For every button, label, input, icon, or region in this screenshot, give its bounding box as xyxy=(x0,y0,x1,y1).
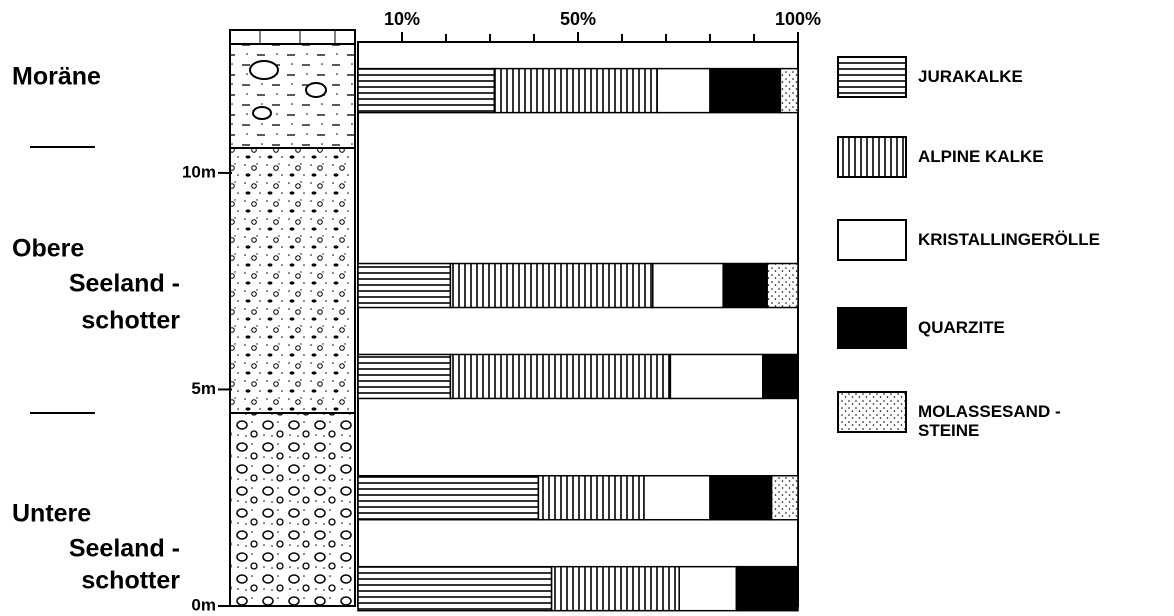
page: 10% 50% 100% 0m 5m 10m Moräne Obere Seeland - sch… xyxy=(0,0,1174,616)
bar-segment xyxy=(670,354,762,398)
unit-label: schotter xyxy=(81,307,180,335)
bar-segment xyxy=(710,69,780,113)
bar-segment xyxy=(736,567,798,611)
legend-label: MOLASSESAND - STEINE xyxy=(918,402,1088,440)
unit-label: Seeland - xyxy=(69,270,180,298)
bar-segment xyxy=(358,69,494,113)
bar-segment xyxy=(450,354,670,398)
unit-label: schotter xyxy=(81,567,180,595)
legend-swatch xyxy=(838,220,906,260)
bar-segment xyxy=(763,354,798,398)
x-tick-label: 50% xyxy=(560,9,596,29)
legend-swatch xyxy=(838,308,906,348)
y-tick-label: 0m xyxy=(191,595,216,614)
bar-segment xyxy=(538,476,644,520)
bar-segment xyxy=(358,354,450,398)
unit-label: Obere xyxy=(12,235,84,263)
bar-segment xyxy=(494,69,657,113)
bar-segment xyxy=(767,264,798,308)
legend-label: KRISTALLINGERÖLLE xyxy=(918,230,1088,249)
bar-segment xyxy=(653,264,723,308)
bar-segment xyxy=(358,567,552,611)
bar-segment xyxy=(780,69,798,113)
bar-segment xyxy=(358,264,450,308)
legend-swatch xyxy=(838,137,906,177)
bar-segment xyxy=(679,567,736,611)
geologic-column xyxy=(230,30,355,606)
unit-label: Untere xyxy=(12,500,91,528)
bar-segment xyxy=(644,476,710,520)
plot-frame xyxy=(358,42,798,606)
bar-segment xyxy=(772,476,798,520)
chart: 10% 50% 100% 0m 5m 10m Moräne Obere Seeland - sch… xyxy=(0,0,1174,616)
bar-segment xyxy=(723,264,767,308)
legend-label: QUARZITE xyxy=(918,318,1088,337)
legend-swatch xyxy=(838,392,906,432)
bar-segment xyxy=(710,476,772,520)
legend-label: ALPINE KALKE xyxy=(918,147,1088,166)
legend-swatch xyxy=(838,57,906,97)
bar-segment xyxy=(358,476,538,520)
x-tick-label: 10% xyxy=(384,9,420,29)
bar-segment xyxy=(657,69,710,113)
y-tick-label: 10m xyxy=(182,162,216,181)
unit-label: Seeland - xyxy=(69,535,180,563)
y-tick-label: 5m xyxy=(191,379,216,398)
bar-segment xyxy=(450,264,652,308)
legend-label: JURAKALKE xyxy=(918,67,1088,86)
unit-label: Moräne xyxy=(12,63,101,91)
bar-segment xyxy=(552,567,680,611)
x-tick-label: 100% xyxy=(775,9,821,29)
